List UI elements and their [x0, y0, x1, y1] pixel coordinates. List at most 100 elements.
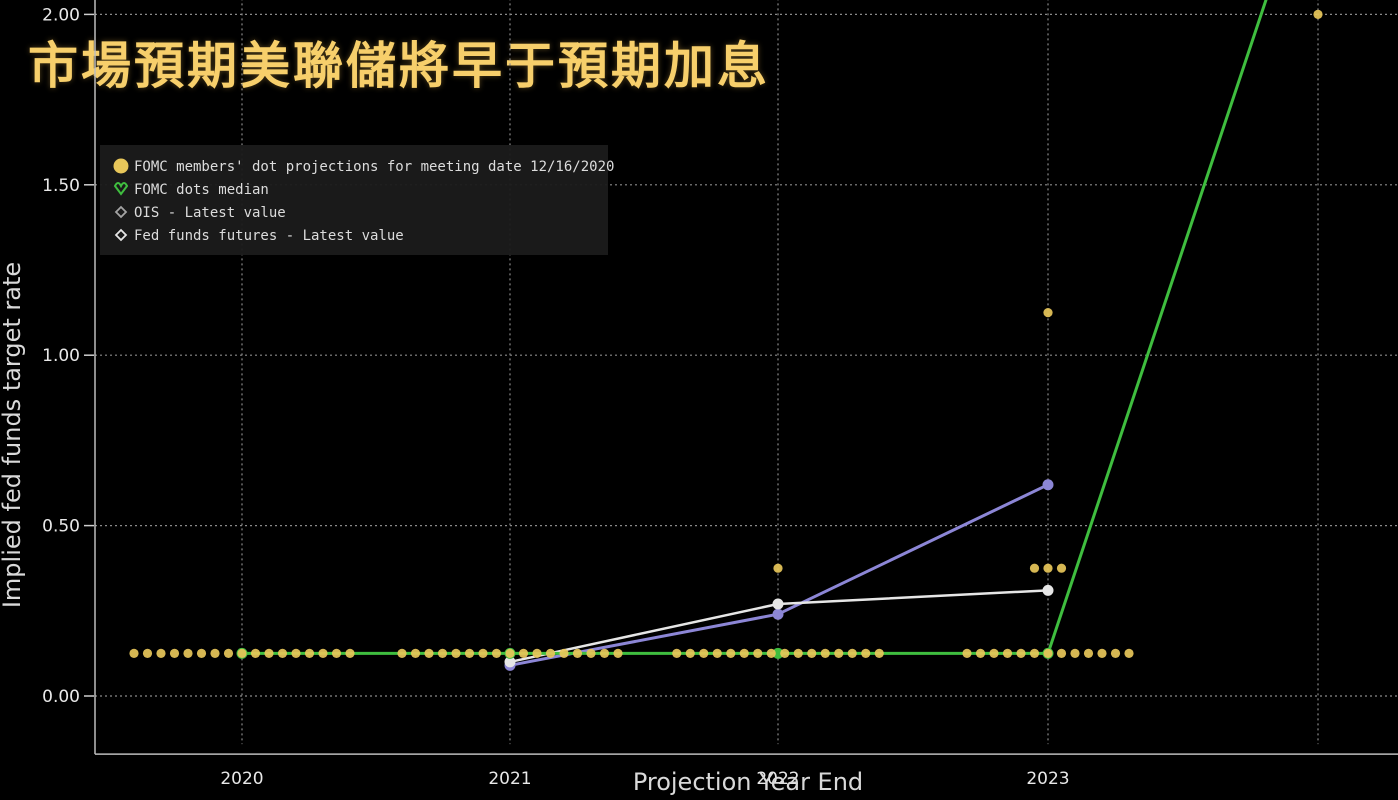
dot-projection-marker [451, 648, 461, 659]
dot-projection-marker [505, 648, 515, 659]
dot-projection-marker [726, 648, 736, 659]
y-tick-label: 0.50 [42, 517, 80, 537]
dot-projection-marker [834, 648, 844, 659]
dot-projection-marker [437, 648, 448, 659]
legend-label: Fed funds futures - Latest value [134, 228, 404, 244]
dot-projection-marker [304, 648, 315, 659]
series-point [504, 656, 516, 668]
dot-projection-marker [169, 648, 180, 659]
legend-label: FOMC dots median [134, 182, 269, 198]
dot-projection-marker [989, 648, 999, 659]
dot-projection-marker [599, 648, 610, 659]
y-tick-label: 1.50 [42, 176, 80, 196]
dot-projection-marker [739, 648, 749, 659]
dot-projection-marker [1043, 648, 1053, 659]
dot-projection-marker [532, 648, 542, 659]
y-axis-ticks: 0.000.501.001.502.002.503.00 [42, 5, 94, 707]
x-tick-label: 2021 [488, 769, 531, 789]
dot-projection-marker [223, 648, 234, 659]
dot-projection-marker [196, 648, 207, 659]
dot-projection-marker [1313, 9, 1323, 19]
legend-box [100, 145, 608, 255]
legend-label: OIS - Latest value [134, 205, 286, 221]
dot-projection-marker [712, 648, 722, 659]
series-point [1042, 479, 1054, 491]
dot-projection-marker [1002, 648, 1013, 659]
dot-projection-marker [861, 648, 871, 659]
dot-projection-marker [1056, 563, 1067, 573]
dot-projection-marker [807, 648, 817, 659]
dot-projection-marker [1029, 648, 1040, 659]
dot-projection-marker [780, 648, 790, 659]
dot-projection-marker [874, 648, 884, 659]
series-line [242, 0, 1268, 655]
dot-projection-marker [1097, 648, 1107, 659]
dot-projection-marker [699, 648, 709, 659]
dot-projection-marker [410, 648, 421, 659]
dot-projection-marker [1043, 308, 1053, 318]
dot-projection-marker [1124, 648, 1134, 659]
dot-projection-marker [1016, 648, 1026, 659]
dot-projection-marker [129, 648, 139, 659]
dot-projection-marker [142, 648, 153, 659]
dot-projection-marker [1029, 563, 1040, 573]
dot-projection-marker [250, 648, 261, 659]
dot-projection-marker [397, 648, 407, 659]
dot-projection-marker [545, 648, 556, 659]
dot-projection-marker [975, 648, 986, 659]
dot-projection-marker [820, 648, 830, 659]
dot-projection-marker [753, 648, 763, 659]
dot-projection-marker [491, 648, 502, 659]
dot-projection-marker [586, 648, 596, 659]
dot-projection-marker [1083, 648, 1094, 659]
dot-projection-marker [237, 648, 247, 659]
dot-projection-marker [766, 648, 776, 659]
x-tick-label: 2023 [1026, 769, 1069, 789]
y-tick-label: 1.00 [42, 346, 80, 366]
dot-projection-marker [572, 648, 583, 659]
dot-projection-marker [345, 648, 355, 659]
dot-projection-marker [277, 648, 288, 659]
headline: 市場預期美聯儲將早于預期加息 [28, 36, 770, 95]
dot-projection-marker [847, 648, 857, 659]
dot-projection-marker [962, 648, 972, 659]
y-tick-label: 0.00 [42, 687, 80, 707]
x-tick-label: 2022 [756, 769, 799, 789]
dot-projection-marker [518, 648, 529, 659]
dot-projection-marker [331, 648, 342, 659]
dot-projection-marker [793, 648, 803, 659]
legend-marker-diamond [114, 205, 128, 219]
series-point [1042, 584, 1054, 596]
dot-projections [129, 9, 1323, 659]
legend-marker-heart [113, 182, 129, 196]
series-point [772, 598, 784, 610]
dot-projection-marker [672, 648, 682, 659]
dot-projection-marker [559, 648, 569, 659]
x-axis-title: Projection Year End [633, 768, 863, 796]
dot-projection-marker [156, 648, 166, 659]
series-line [509, 483, 1049, 667]
legend-marker-diamond [114, 228, 128, 242]
x-axis-ticks: 2020 2021 2022 2023 [220, 769, 1069, 789]
dot-projection-marker [264, 648, 274, 659]
legend-marker-dot [113, 158, 129, 174]
dot-projection-marker [183, 648, 193, 659]
dot-projection-marker [318, 648, 328, 659]
series-point [772, 608, 784, 620]
dot-projection-marker [210, 648, 220, 659]
dot-projection-marker [1110, 648, 1121, 659]
dot-projection-marker [478, 648, 488, 659]
dot-projection-marker [1043, 563, 1053, 573]
dot-projection-marker [1070, 648, 1080, 659]
dot-projection-marker [424, 648, 434, 659]
legend: FOMC members' dot projections for meetin… [100, 145, 614, 255]
legend-label: FOMC members' dot projections for meetin… [134, 159, 614, 175]
series-point [772, 647, 784, 659]
chart-grid [94, 0, 1398, 755]
dot-projection-marker [685, 648, 695, 659]
y-axis-title: Implied fed funds target rate [0, 262, 26, 608]
dot-projection-marker [773, 563, 783, 573]
dot-projection-marker [291, 648, 301, 659]
y-tick-label: 2.00 [42, 5, 80, 25]
